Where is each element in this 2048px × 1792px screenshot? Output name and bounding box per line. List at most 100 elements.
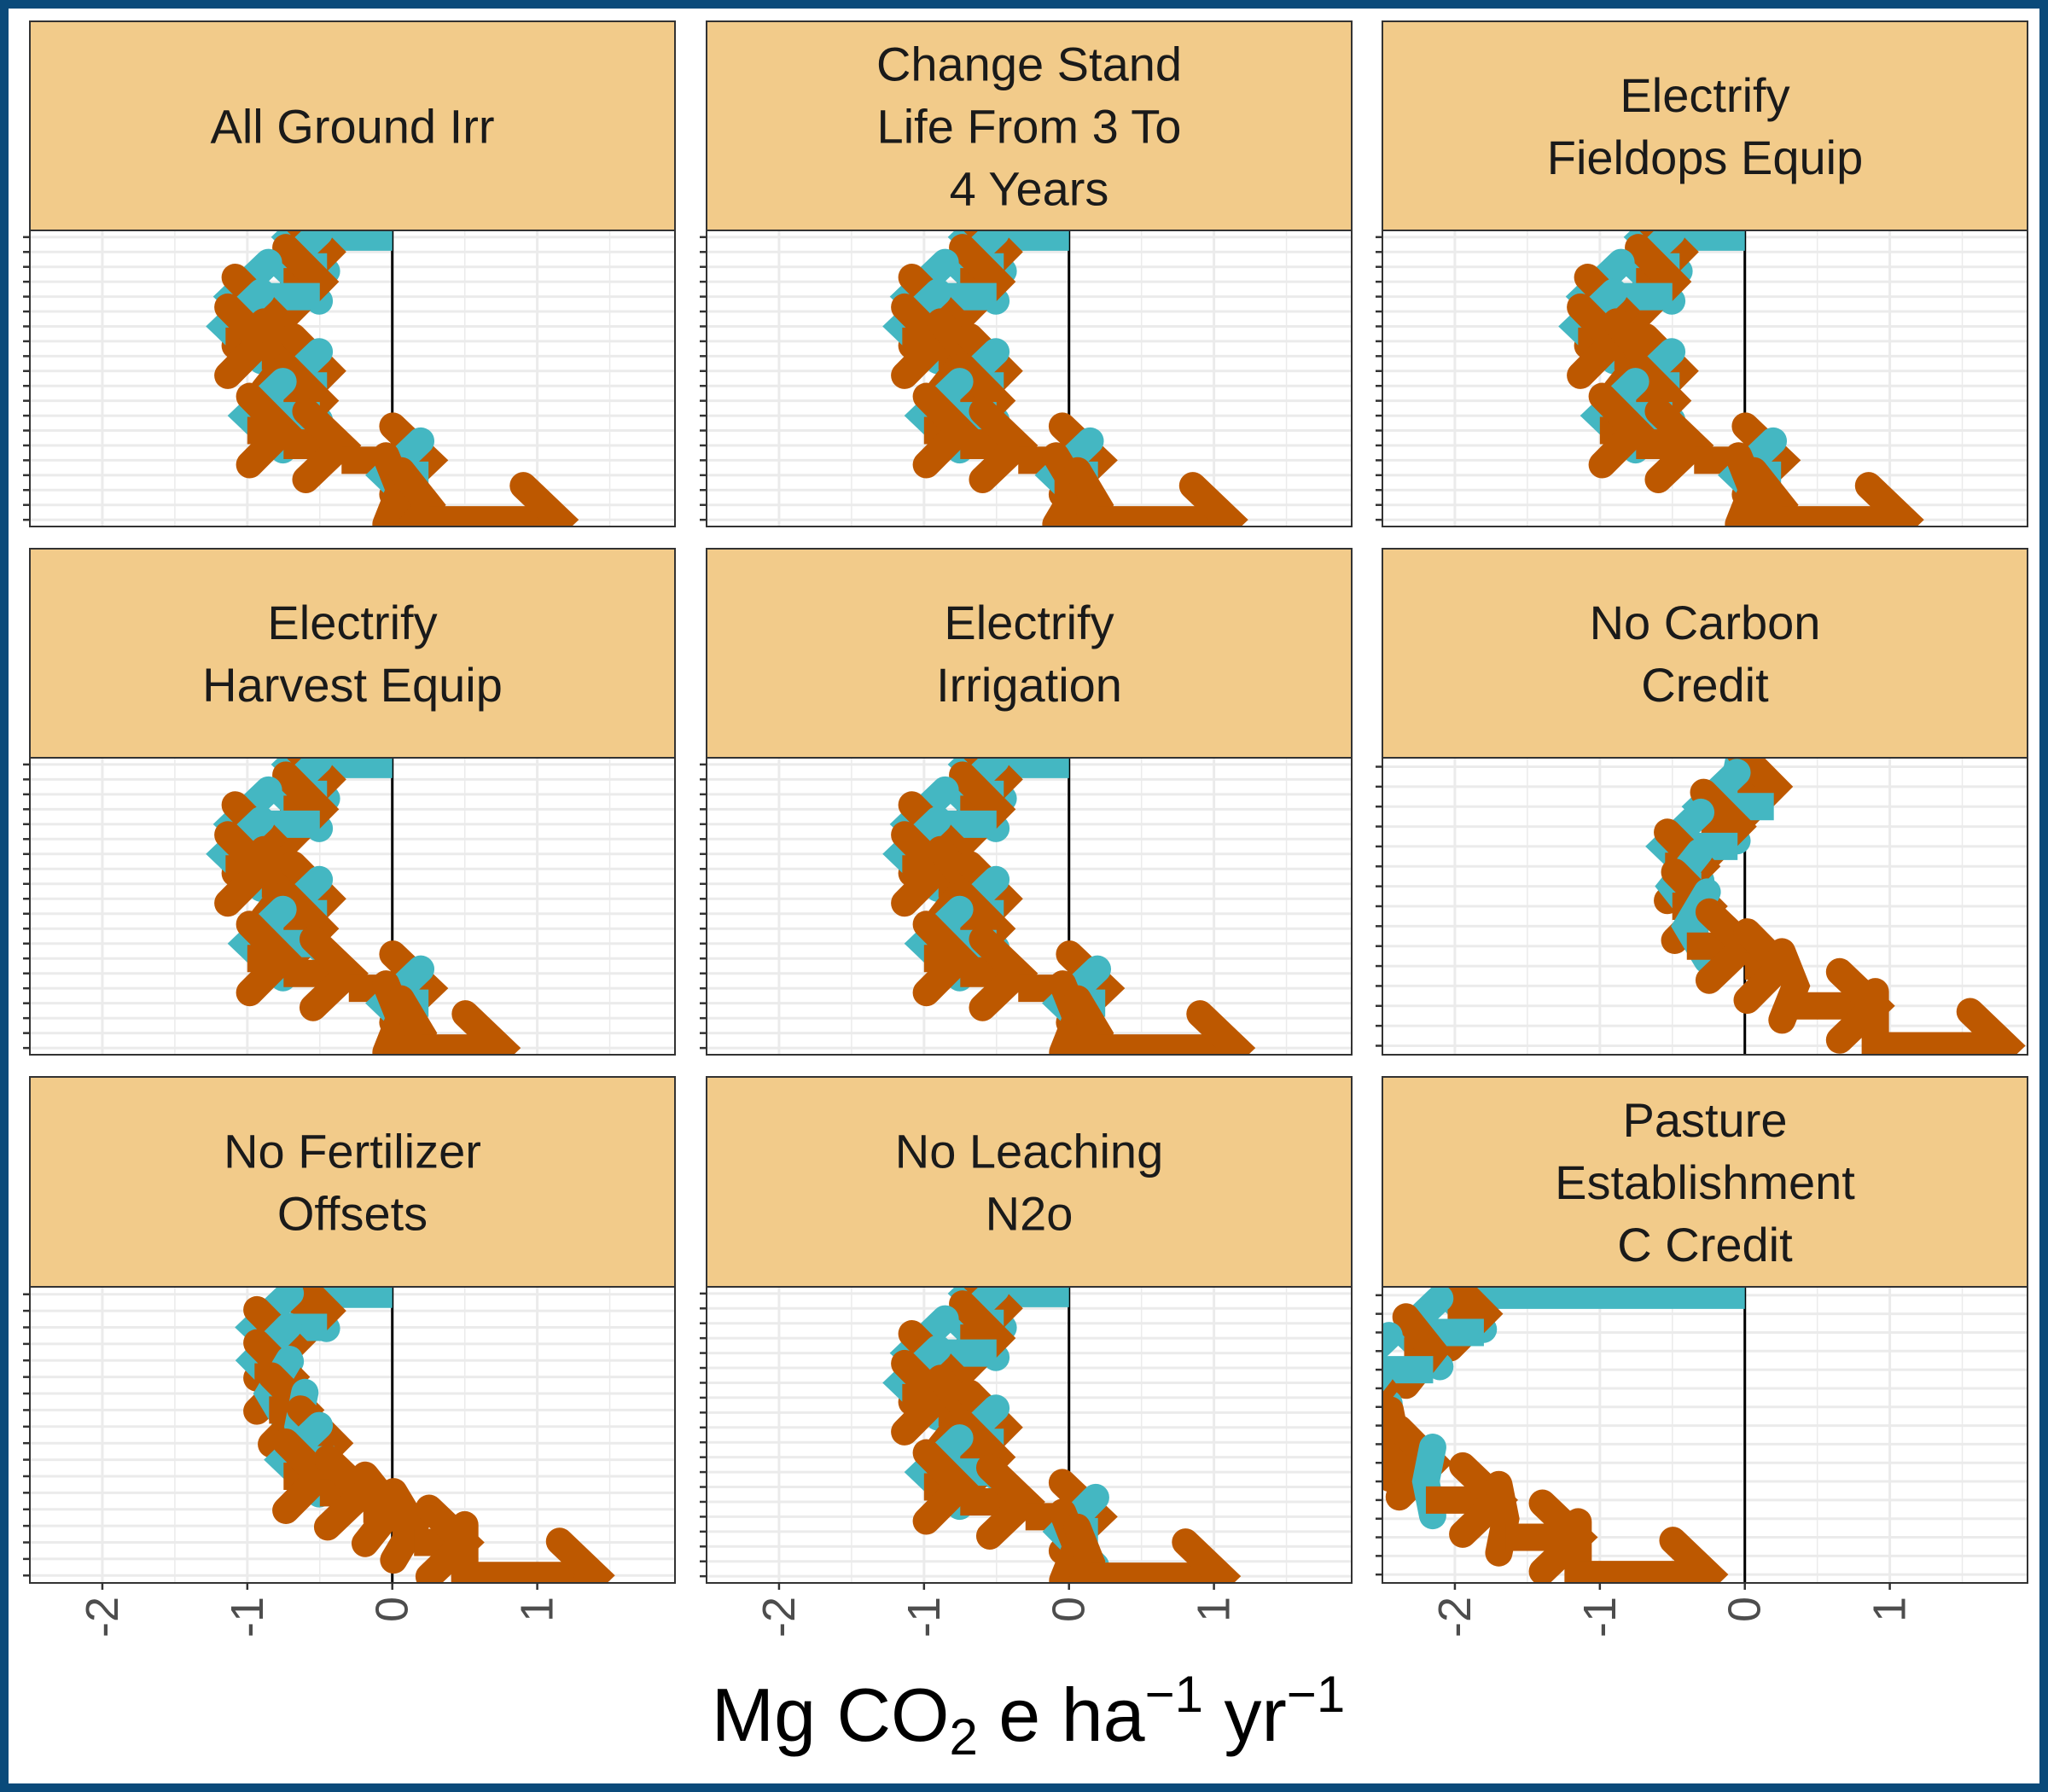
facet-title-line: No Fertilizer [224,1125,481,1178]
facet-title-line: Electrify [267,596,437,649]
panel-border [706,230,1353,527]
facet-strip [1382,548,2028,759]
facet-title-line: No Leaching [895,1125,1163,1178]
facet-title-line: Fieldops Equip [1547,131,1863,184]
facet-panel: No Carbon Credit [1376,548,2028,1056]
facet-title-line: No Carbon [1590,596,1821,649]
step-arrow-head [236,911,303,1007]
facet-title-line: 4 Years [950,162,1109,216]
step-arrow-head [545,1527,615,1583]
step-arrow-head [1956,998,2026,1055]
step-arrow-head [1063,1513,1106,1583]
step-arrow-head [1588,382,1655,479]
facet-title-line: Irrigation [936,658,1122,712]
plot-area [707,1287,1352,1583]
step-arrow-head [1644,397,1714,493]
facet-panel: Electrify Harvest Equip [23,548,676,1056]
step-arrow-head [1854,472,1924,527]
facet-strip [29,1076,676,1288]
step-arrow-head [380,1478,430,1574]
axis-title-part: yr [1203,1673,1287,1757]
step-arrow-head [1768,938,1811,1034]
facet-panel: Electrify Irrigation [700,548,1353,1056]
arrow-group [206,758,521,1055]
x-tick-label: -2 [1429,1597,1481,1638]
facet-panel: No Leaching N2o -2 -1 0 1 [700,1076,1353,1638]
plot-area [1382,230,2028,527]
facet-panel: Pasture Establishment C Credit -2 -1 0 1 [1376,1076,2028,1638]
facet-title-line: Electrify [1620,68,1789,122]
step-arrow-head [1659,1527,1729,1583]
facet-title-line: Establishment [1555,1155,1855,1209]
x-tick-label: 1 [512,1597,563,1622]
facet-panel: Change Stand Life From 3 To 4 Years [700,20,1353,527]
x-axis-title: Mg CO2 e ha−1 yr−1 [712,1666,1345,1766]
facet-title-line: Electrify [944,596,1114,649]
panel-border [1382,230,2028,527]
facet-panel: No Fertilizer Offsets -2 -1 0 1 [23,1076,676,1638]
arrow-group [882,758,1256,1055]
facet-strip [1382,20,2028,231]
step-arrow-head [1485,1470,1520,1567]
facet-strip [29,548,676,759]
facet-title-line: Credit [1641,658,1769,712]
arrow-group [1558,230,1924,527]
x-tick-label: -2 [753,1597,805,1638]
step-arrow-head [236,382,303,479]
axis-title-part: −1 [1287,1666,1345,1723]
facet-title-line: Harvest Equip [202,658,503,712]
arrow-group [1645,758,2026,1055]
arrow-group [1382,1287,1745,1583]
facet-title-line: All Ground Irr [211,100,495,154]
step-arrow-head [1172,1528,1242,1583]
plot-area [707,758,1352,1055]
facet-strip [29,20,676,231]
step-arrow-head [1178,472,1248,527]
x-tick-label: -1 [1574,1597,1626,1638]
step-arrow-head [969,397,1039,493]
plot-area [30,758,675,1055]
step-arrow-head [299,925,369,1021]
arrow-group [882,230,1248,527]
facet-title-line: Pasture [1623,1093,1788,1147]
facet-panel: Electrify Fieldops Equip [1376,20,2028,527]
facet-panel: All Ground Irr [23,20,676,527]
step-arrow-head [1186,1000,1256,1055]
step-arrow-head [912,911,980,1007]
arrow-group [206,230,579,527]
step-arrow-head [912,1439,980,1535]
step-arrow-head [387,985,438,1055]
facet-strip [706,548,1353,759]
x-tick-label: -1 [222,1597,273,1638]
x-tick-label: 0 [1719,1597,1771,1622]
axis-title-part: e ha [978,1673,1145,1757]
step-arrow-head [975,1453,1045,1550]
plot-area [30,230,675,527]
axis-title-part: −1 [1145,1666,1203,1723]
x-tick-label: 0 [367,1597,418,1622]
x-tick-label: 1 [1189,1597,1240,1622]
facet-title-line: Life From 3 To [877,100,1182,154]
step-arrow-head [387,457,446,527]
step-arrow-head [292,397,362,493]
plot-area [30,1287,675,1583]
x-tick-label: -2 [77,1597,128,1638]
panel-border [29,230,676,527]
facet-strip [706,1076,1353,1288]
panel-border [706,1286,1353,1584]
step-arrow-head [969,925,1039,1021]
arrow-group [882,1287,1242,1583]
facet-title-line: C Credit [1617,1218,1793,1271]
step-arrow-head [1063,457,1114,527]
panel-border [1382,1286,2028,1584]
step-arrow-head [272,1428,340,1524]
x-tick-label: -1 [899,1597,950,1638]
step-arrow-head [912,382,980,479]
axis-title-part: Mg CO [712,1673,950,1757]
facet-strip [1382,1076,2028,1288]
arrow-group [235,1287,615,1583]
facet-title-line: Offsets [277,1187,428,1241]
x-tick-label: 0 [1044,1597,1095,1622]
plot-area [707,230,1352,527]
